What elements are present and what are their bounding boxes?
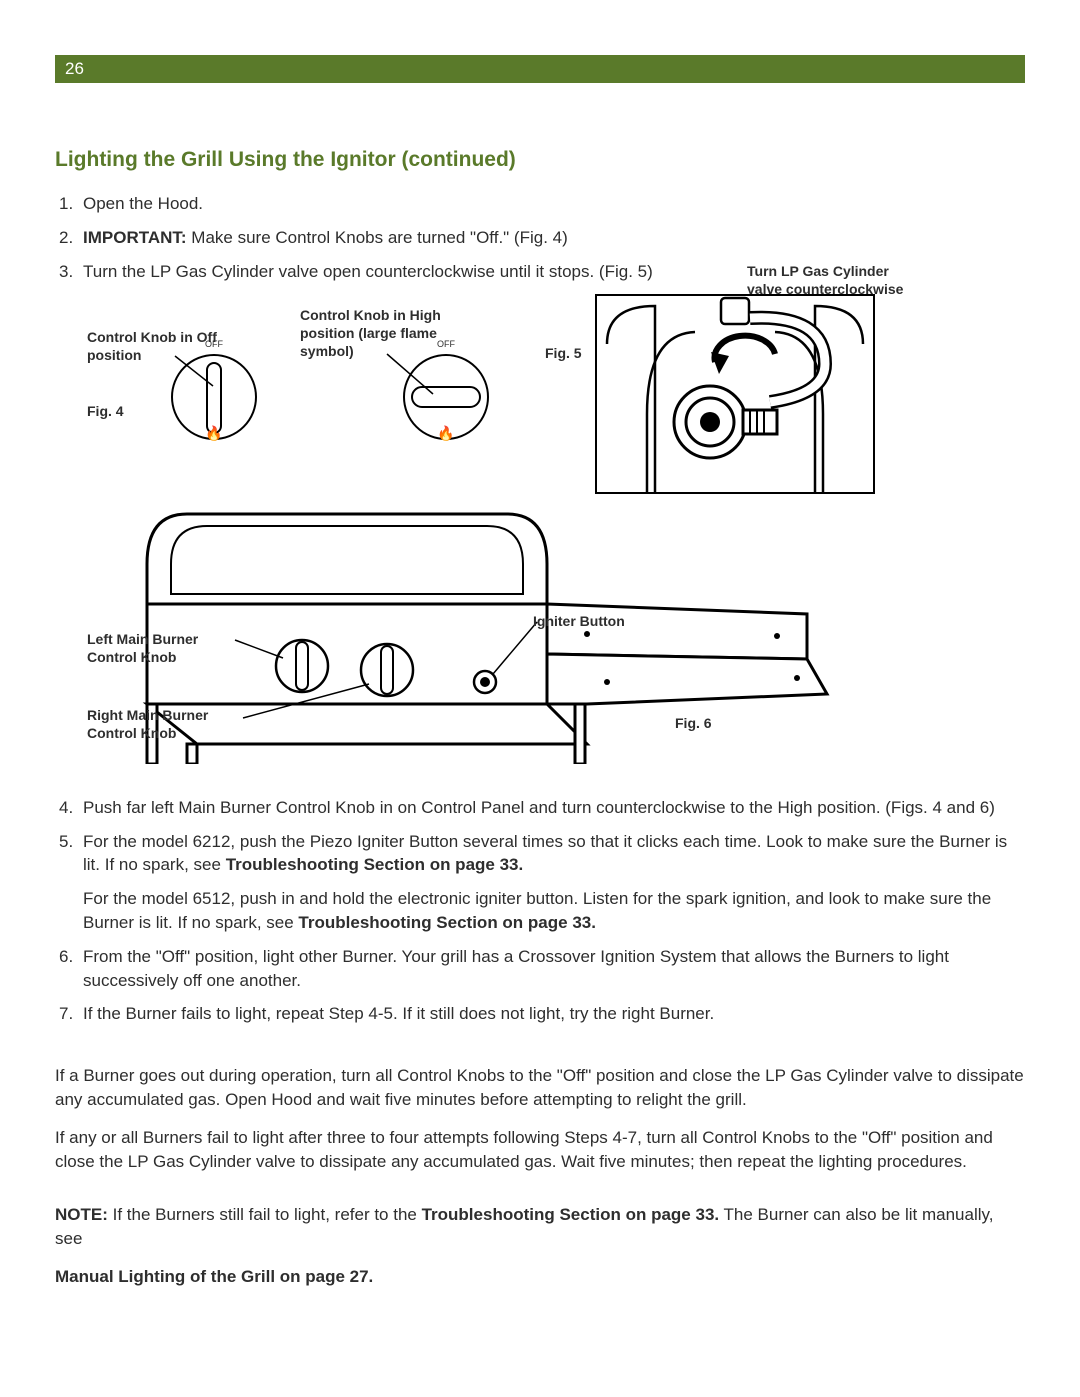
label-fig6: Fig. 6 — [675, 714, 712, 732]
label-turn-lp: Turn LP Gas Cylinder valve counterclockw… — [747, 262, 907, 298]
instruction-list-2: Push far left Main Burner Control Knob i… — [55, 796, 1025, 1026]
step-2: IMPORTANT: Make sure Control Knobs are t… — [83, 226, 1025, 250]
step-1-text: Open the Hood. — [83, 194, 203, 213]
step-5a-text: For the model 6212, push the Piezo Ignit… — [83, 832, 1007, 875]
diagram-area: Control Knob in Off position Control Kno… — [55, 294, 1025, 784]
label-igniter: Igniter Button — [533, 612, 625, 630]
step-2-text: Make sure Control Knobs are turned "Off.… — [187, 228, 568, 247]
step-6: From the "Off" position, light other Bur… — [83, 945, 1025, 993]
manual-ref: Manual Lighting of the Grill on page 27. — [55, 1265, 1025, 1289]
note-paragraph: NOTE: If the Burners still fail to light… — [55, 1203, 1025, 1251]
step-4: Push far left Main Burner Control Knob i… — [83, 796, 1025, 820]
step-4-text: Push far left Main Burner Control Knob i… — [83, 798, 995, 817]
step-7: If the Burner fails to light, repeat Ste… — [83, 1002, 1025, 1026]
note-bold: Troubleshooting Section on page 33. — [422, 1205, 720, 1224]
section-title: Lighting the Grill Using the Ignitor (co… — [55, 145, 1025, 174]
step-3-text: Turn the LP Gas Cylinder valve open coun… — [83, 262, 653, 281]
step-5: For the model 6212, push the Piezo Ignit… — [83, 830, 1025, 935]
label-right-burner: Right Main Burner Control Knob — [87, 706, 237, 742]
note-rest: If the Burners still fail to light, refe… — [108, 1205, 422, 1224]
paragraph-2: If any or all Burners fail to light afte… — [55, 1126, 1025, 1174]
leader-lines-knobs — [55, 294, 535, 464]
paragraph-1: If a Burner goes out during operation, t… — [55, 1064, 1025, 1112]
step-6-text: From the "Off" position, light other Bur… — [83, 947, 949, 990]
label-left-burner: Left Main Burner Control Knob — [87, 630, 227, 666]
step-5a-bold: Troubleshooting Section on page 33. — [226, 855, 524, 874]
step-1: Open the Hood. — [83, 192, 1025, 216]
step-2-important: IMPORTANT: — [83, 228, 187, 247]
page-header-bar: 26 — [55, 55, 1025, 83]
label-fig5: Fig. 5 — [545, 344, 582, 362]
cylinder-diagram — [595, 294, 875, 494]
step-7-text: If the Burner fails to light, repeat Ste… — [83, 1004, 714, 1023]
step-5b-bold: Troubleshooting Section on page 33. — [298, 913, 596, 932]
note-prefix: NOTE: — [55, 1205, 108, 1224]
page-number: 26 — [55, 57, 84, 81]
